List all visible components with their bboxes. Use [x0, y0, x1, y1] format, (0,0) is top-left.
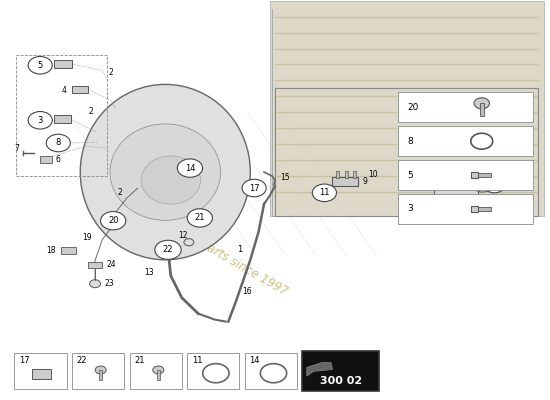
Text: 8: 8 — [56, 138, 61, 148]
Text: 8: 8 — [407, 137, 413, 146]
Circle shape — [242, 179, 266, 197]
Circle shape — [155, 240, 181, 259]
Text: 14: 14 — [249, 356, 260, 365]
Text: 1: 1 — [236, 245, 242, 254]
Bar — [275, 88, 538, 216]
Ellipse shape — [110, 124, 221, 220]
Text: 22: 22 — [76, 356, 87, 365]
Circle shape — [28, 112, 52, 129]
Text: 21: 21 — [134, 356, 145, 365]
Bar — [40, 156, 52, 162]
Text: 17: 17 — [249, 184, 260, 192]
Text: 9: 9 — [363, 177, 367, 186]
Text: 5: 5 — [407, 170, 413, 180]
Circle shape — [483, 177, 505, 193]
Text: 2: 2 — [89, 107, 94, 116]
Bar — [72, 354, 124, 389]
Text: 2: 2 — [108, 68, 113, 77]
Circle shape — [95, 366, 106, 374]
Bar — [398, 126, 533, 156]
Text: 7: 7 — [15, 144, 20, 153]
Circle shape — [177, 159, 202, 177]
Bar — [54, 60, 72, 68]
Bar — [478, 207, 491, 210]
Bar — [448, 167, 461, 173]
Text: 11: 11 — [191, 356, 202, 365]
Text: 14: 14 — [185, 164, 195, 173]
Text: 10: 10 — [368, 170, 378, 178]
Circle shape — [90, 280, 101, 288]
Bar — [302, 352, 379, 391]
Text: 12: 12 — [178, 231, 187, 240]
Text: 2: 2 — [459, 196, 464, 205]
Circle shape — [187, 209, 212, 227]
Bar — [89, 262, 102, 268]
Polygon shape — [307, 363, 333, 376]
Text: 5: 5 — [37, 61, 43, 70]
Bar — [480, 103, 484, 116]
Bar — [54, 115, 71, 123]
Circle shape — [153, 366, 164, 374]
Text: 3: 3 — [37, 116, 43, 125]
Text: 20: 20 — [407, 103, 419, 112]
Bar — [61, 247, 76, 254]
Bar — [398, 194, 533, 224]
Bar — [32, 369, 51, 379]
Ellipse shape — [141, 156, 201, 204]
Text: a passion for parts since 1997: a passion for parts since 1997 — [129, 198, 290, 298]
Text: 11: 11 — [319, 188, 329, 197]
Text: 15: 15 — [280, 173, 290, 182]
Bar — [478, 174, 491, 177]
Bar — [14, 354, 67, 389]
Bar — [16, 54, 107, 176]
Text: 21: 21 — [195, 214, 205, 222]
Circle shape — [101, 212, 126, 230]
Circle shape — [474, 98, 490, 109]
Text: 3: 3 — [492, 180, 497, 189]
Bar — [337, 171, 339, 178]
Circle shape — [28, 56, 52, 74]
Bar — [99, 370, 102, 380]
Circle shape — [312, 184, 337, 202]
Text: 19: 19 — [82, 233, 91, 242]
Ellipse shape — [80, 84, 250, 260]
Text: 300 02: 300 02 — [320, 376, 362, 386]
Text: 18: 18 — [46, 246, 56, 255]
Text: 4: 4 — [62, 86, 66, 95]
Circle shape — [472, 178, 492, 192]
Bar — [345, 171, 348, 178]
Text: 13: 13 — [145, 268, 155, 277]
Text: 24: 24 — [106, 260, 116, 270]
Text: 23: 23 — [105, 279, 114, 288]
Text: 3: 3 — [407, 204, 413, 214]
Text: 20: 20 — [108, 216, 118, 225]
Text: 16: 16 — [242, 287, 252, 296]
Bar — [471, 172, 478, 178]
Bar — [270, 1, 544, 216]
Bar — [72, 86, 89, 93]
Bar — [187, 354, 239, 389]
Bar — [245, 354, 297, 389]
Circle shape — [184, 239, 194, 246]
Bar — [398, 160, 533, 190]
Bar — [354, 171, 356, 178]
Bar — [434, 173, 478, 196]
Bar — [398, 92, 533, 122]
Text: 17: 17 — [19, 356, 29, 365]
Text: 2: 2 — [118, 188, 123, 196]
Bar — [332, 177, 358, 186]
Bar — [471, 206, 478, 212]
Text: 6: 6 — [56, 155, 60, 164]
Text: 22: 22 — [163, 245, 173, 254]
Bar — [130, 354, 182, 389]
Bar — [157, 370, 160, 380]
Circle shape — [46, 134, 70, 152]
